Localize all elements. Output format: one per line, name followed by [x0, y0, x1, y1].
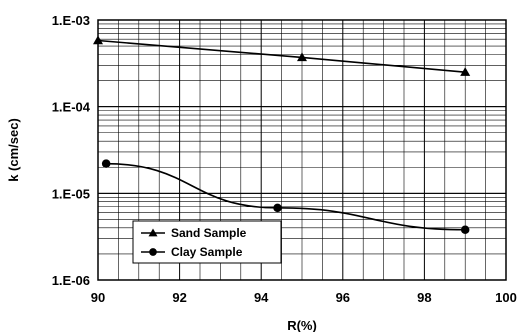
circle-marker [460, 225, 470, 235]
x-tick-label: 96 [336, 290, 350, 305]
series [93, 35, 471, 76]
circle-marker [273, 203, 282, 213]
y-tick-label: 1.E-06 [52, 273, 90, 288]
x-tick-label: 92 [172, 290, 186, 305]
x-tick-label: 90 [91, 290, 105, 305]
series-layer [93, 35, 471, 235]
triangle-marker [460, 67, 471, 76]
x-tick-label: 98 [417, 290, 431, 305]
y-tick-label: 1.E-04 [52, 100, 91, 115]
triangle-marker [148, 228, 158, 237]
circle-marker [101, 159, 111, 168]
tick-labels: 90 92 94 96 98 100 1.E-06 1.E-05 1.E-04 1.E-03 [52, 13, 517, 305]
x-tick-label: 94 [254, 290, 269, 305]
legend-label: Sand Sample [171, 226, 247, 240]
legend-item: Sand Sample [141, 226, 247, 240]
x-tick-label: 100 [495, 290, 517, 305]
y-tick-label: 1.E-05 [52, 186, 90, 201]
y-axis-label: k (cm/sec) [6, 118, 21, 182]
triangle-marker [93, 35, 103, 45]
x-axis-label: R(%) [287, 318, 317, 332]
circle-marker [149, 248, 157, 256]
legend-label: Clay Sample [171, 245, 243, 259]
series [101, 159, 470, 235]
legend-item: Clay Sample [141, 245, 243, 259]
triangle-marker [297, 52, 307, 62]
legend: Sand Sample Clay Sample [132, 220, 282, 264]
legend-box [132, 220, 282, 264]
y-tick-label: 1.E-03 [52, 13, 90, 28]
plot-area [97, 19, 507, 281]
